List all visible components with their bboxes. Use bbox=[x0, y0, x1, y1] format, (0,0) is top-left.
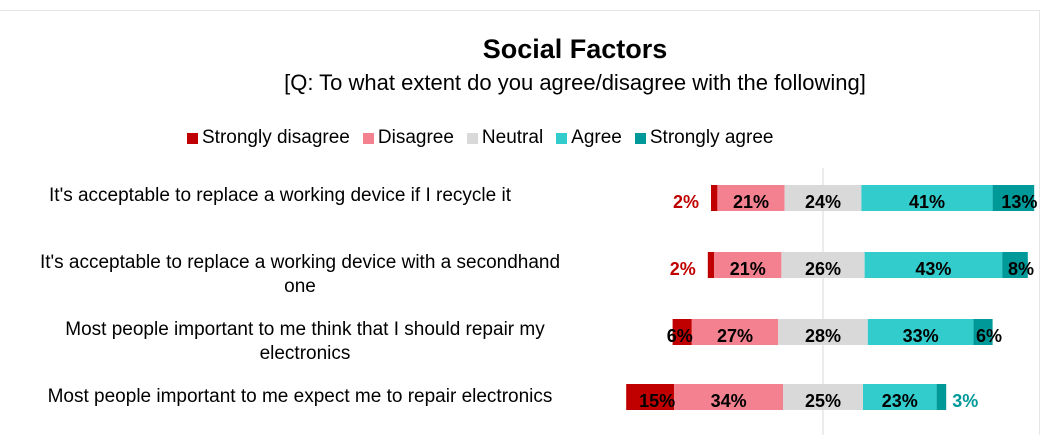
legend-item-strongly-agree: Strongly agree bbox=[634, 127, 774, 149]
chart-title: Social Factors bbox=[482, 34, 668, 64]
legend-item-disagree: Disagree bbox=[362, 127, 454, 149]
legend-label: Disagree bbox=[377, 127, 454, 148]
legend-swatch bbox=[187, 132, 198, 144]
data-label: 2% bbox=[670, 259, 696, 279]
data-label: 23% bbox=[882, 391, 918, 411]
data-label: 25% bbox=[805, 391, 841, 411]
legend-label: Agree bbox=[571, 127, 622, 148]
bar-segment bbox=[1002, 252, 1028, 278]
bar-segment bbox=[992, 185, 1035, 211]
data-label: 3% bbox=[952, 391, 978, 411]
category-label: It's acceptable to replace a working dev… bbox=[39, 252, 561, 297]
legend-swatch bbox=[556, 132, 568, 144]
bar-segment bbox=[936, 384, 947, 410]
data-label: 21% bbox=[733, 192, 769, 212]
bar-segment bbox=[867, 319, 974, 345]
data-label: 21% bbox=[730, 259, 766, 279]
bar-segment bbox=[717, 185, 785, 211]
category-label: Most people important to me think that I… bbox=[65, 319, 545, 364]
bar-segment bbox=[672, 319, 692, 345]
data-label: 13% bbox=[1001, 192, 1037, 212]
bar-segment bbox=[711, 185, 718, 211]
data-label: 6% bbox=[976, 326, 1002, 346]
data-label: 6% bbox=[667, 326, 693, 346]
data-label: 34% bbox=[711, 391, 747, 411]
legend: Strongly disagree Disagree Neutral Agree… bbox=[187, 125, 786, 151]
bar-segment bbox=[714, 252, 782, 278]
bar-segment bbox=[864, 252, 1003, 278]
chart-subtitle: [Q: To what extent do you agree/disagree… bbox=[284, 70, 866, 95]
data-label: 28% bbox=[805, 326, 841, 346]
bar-segment bbox=[973, 319, 993, 345]
bar-segment bbox=[691, 319, 779, 345]
legend-swatch bbox=[466, 132, 478, 144]
legend-label: Strongly disagree bbox=[202, 127, 350, 148]
data-label: 2% bbox=[673, 192, 699, 212]
legend-label: Neutral bbox=[481, 127, 544, 148]
data-label: 24% bbox=[805, 192, 841, 212]
legend-item-agree: Agree bbox=[556, 127, 622, 149]
bar-segment bbox=[861, 185, 993, 211]
bar-segment bbox=[781, 252, 865, 278]
chart-frame bbox=[0, 10, 1040, 435]
legend-item-neutral: Neutral bbox=[466, 127, 544, 149]
bar-segment bbox=[784, 185, 862, 211]
bar-segment bbox=[783, 384, 863, 410]
bar-segment bbox=[707, 252, 715, 278]
legend-label: Strongly agree bbox=[649, 127, 774, 148]
category-label: It's acceptable to replace a working dev… bbox=[49, 185, 511, 206]
bar-segment bbox=[674, 384, 783, 410]
data-label: 15% bbox=[639, 391, 675, 411]
data-label: 43% bbox=[915, 259, 951, 279]
bar-segment bbox=[863, 384, 937, 410]
legend-item-strongly-disagree: Strongly disagree bbox=[187, 127, 350, 149]
bar-segment bbox=[778, 319, 868, 345]
data-label: 27% bbox=[717, 326, 753, 346]
legend-swatch bbox=[362, 132, 374, 144]
bar-segment bbox=[626, 384, 675, 410]
category-label: Most people important to me expect me to… bbox=[47, 386, 553, 407]
data-label: 26% bbox=[805, 259, 841, 279]
data-label: 41% bbox=[909, 192, 945, 212]
data-label: 33% bbox=[903, 326, 939, 346]
legend-swatch bbox=[634, 132, 646, 144]
data-label: 8% bbox=[1008, 259, 1034, 279]
